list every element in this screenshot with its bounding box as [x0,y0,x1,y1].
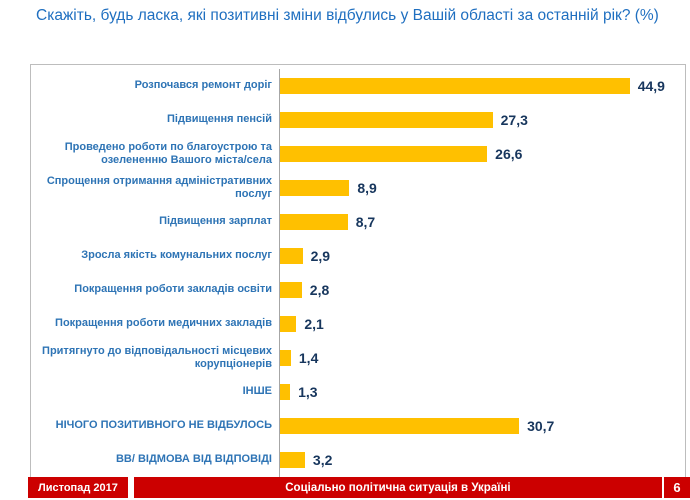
chart-row: НІЧОГО ПОЗИТИВНОГО НЕ ВІДБУЛОСЬ 30,7 [31,409,685,443]
value-label: 30,7 [527,418,555,434]
category-label: ВВ/ ВІДМОВА ВІД ВІДПОВІДІ [115,453,272,466]
bar [280,78,630,94]
bar [280,350,291,366]
value-label: 26,6 [495,146,523,162]
bar [280,146,488,162]
value-label: 27,3 [500,112,528,128]
chart-row: Зросла якість комунальних послуг 2,9 [31,239,685,273]
value-label: 3,2 [312,452,333,468]
footer-page-number: 6 [664,477,690,498]
category-label: Спрощення отримання адміністративних пос… [46,174,272,200]
value-label: 1,3 [298,384,318,400]
bar-track: 2,1 [279,307,685,341]
chart-row: Проведено роботи по благоустрою та озеле… [31,137,685,171]
value-label: 2,1 [304,316,324,332]
footer-divider [127,477,134,498]
value-label: 8,7 [355,214,376,230]
footer-title: Соціально політична ситуація в Україні [133,477,662,498]
chart-row: ІНШЕ 1,3 [31,375,685,409]
chart-row: ВВ/ ВІДМОВА ВІД ВІДПОВІДІ 3,2 [31,443,685,477]
bar-chart: Розпочався ремонт доріг 44,9 Підвищення … [30,64,686,482]
bar [280,248,303,264]
bar-track: 44,9 [279,69,685,103]
bar [280,316,297,332]
value-label: 2,9 [310,248,331,264]
bar [280,112,493,128]
footer-divider-2 [662,477,664,498]
bar [280,384,291,400]
chart-row: Підвищення зарплат 8,7 [31,205,685,239]
bar-track: 26,6 [279,137,685,171]
value-label: 8,9 [357,180,377,196]
bar-track: 30,7 [279,409,685,443]
chart-row: Розпочався ремонт доріг 44,9 [31,69,685,103]
category-label: НІЧОГО ПОЗИТИВНОГО НЕ ВІДБУЛОСЬ [55,419,272,432]
value-label: 1,4 [298,350,319,366]
category-label: Підвищення зарплат [159,215,272,228]
bar [280,452,305,468]
value-label: 2,8 [309,282,330,298]
bar [280,214,348,230]
category-label: Підвищення пенсій [167,113,272,126]
chart-row: Покращення роботи медичних закладів 2,1 [31,307,685,341]
bar-track: 1,4 [279,341,685,375]
footer: Листопад 2017 Соціально політична ситуац… [28,477,690,498]
value-label: 44,9 [637,78,665,94]
category-label: Покращення роботи закладів освіти [74,283,272,296]
bar-track: 3,2 [279,443,685,477]
bar-track: 8,7 [279,205,685,239]
chart-rows: Розпочався ремонт доріг 44,9 Підвищення … [31,69,685,477]
bar [280,180,350,196]
bar-track: 8,9 [279,171,685,205]
category-label: Зросла якість комунальних послуг [81,249,272,262]
bar-track: 2,9 [279,239,685,273]
bar [280,418,520,434]
category-label: Притягнуто до відповідальності місцевих … [42,344,272,370]
bar-track: 1,3 [279,375,685,409]
chart-row: Покращення роботи закладів освіти 2,8 [31,273,685,307]
page-title: Скажіть, будь ласка, які позитивні зміни… [36,7,659,24]
footer-date: Листопад 2017 [28,477,128,498]
chart-row: Спрощення отримання адміністративних пос… [31,171,685,205]
chart-row: Підвищення пенсій 27,3 [31,103,685,137]
category-label: ІНШЕ [242,385,272,398]
category-label: Покращення роботи медичних закладів [55,317,272,330]
bar [280,282,302,298]
bar-track: 2,8 [279,273,685,307]
chart-row: Притягнуто до відповідальності місцевих … [31,341,685,375]
category-label: Розпочався ремонт доріг [134,79,272,92]
bar-track: 27,3 [279,103,685,137]
category-label: Проведено роботи по благоустрою та озеле… [64,140,272,166]
